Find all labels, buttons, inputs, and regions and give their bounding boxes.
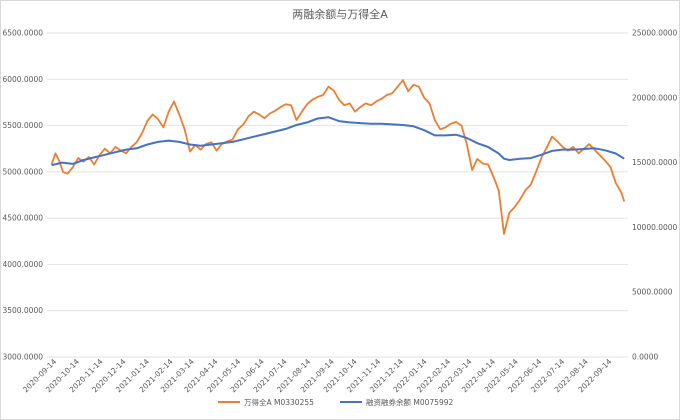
- left-tick-label: 3000.0000: [2, 353, 43, 362]
- series-line-wind-a: [50, 79, 626, 235]
- left-tick-label: 6500.0000: [2, 29, 43, 38]
- legend-label-margin-balance: 融资融券余额 M0075992: [366, 397, 453, 407]
- left-tick-label: 5500.0000: [2, 121, 43, 130]
- right-tick-label: 10000.0000: [632, 223, 678, 232]
- chart-title: 两融余额与万得全A: [292, 7, 388, 21]
- right-tick-label: 5000.0000: [632, 288, 673, 297]
- left-tick-label: 3500.0000: [2, 306, 43, 315]
- right-tick-label: 25000.0000: [632, 29, 678, 38]
- gridlines: [47, 32, 628, 358]
- right-tick-label: 20000.0000: [632, 93, 678, 102]
- left-tick-label: 4000.0000: [2, 260, 43, 269]
- x-axis-ticks: 2020-09-142020-10-142020-11-142020-12-14…: [21, 357, 613, 394]
- right-tick-label: 0.0000: [632, 353, 658, 362]
- legend-label-wind-a: 万得全A M0330255: [244, 397, 314, 407]
- series-line-margin-balance: [51, 116, 625, 167]
- left-axis-ticks: 3000.0000 3500.0000 4000.0000 4500.0000 5000…: [2, 29, 43, 362]
- left-tick-label: 4500.0000: [2, 214, 43, 223]
- left-tick-label: 6000.0000: [2, 75, 43, 84]
- right-tick-label: 15000.0000: [632, 158, 678, 167]
- left-tick-label: 5000.0000: [2, 167, 43, 176]
- legend: 万得全A M0330255 融资融券余额 M0075992: [218, 397, 453, 407]
- series-layer: [50, 79, 626, 235]
- right-axis-ticks: 0.0000 5000.0000 10000.0000 15000.0000 20000…: [632, 29, 678, 362]
